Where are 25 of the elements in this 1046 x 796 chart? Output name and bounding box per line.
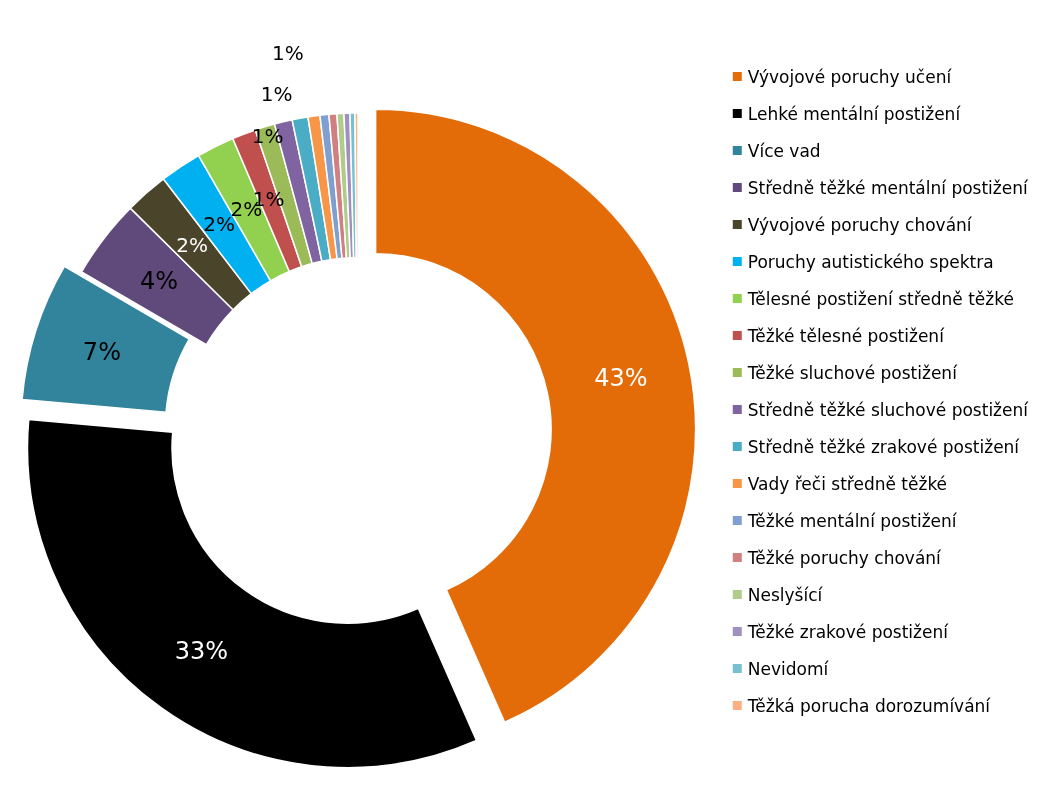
data-label: 1%	[260, 81, 293, 106]
legend-label: Středně těžké sluchové postižení	[747, 399, 1030, 420]
legend-label: Lehké mentální postižení	[747, 103, 962, 124]
legend-label: Poruchy autistického spektra	[747, 251, 994, 272]
legend-label: Nevidomí	[747, 658, 830, 679]
legend-label: Těžká porucha dorozumívání	[746, 695, 992, 716]
legend-label: Středně těžké zrakové postižení	[747, 436, 1021, 457]
legend-label: Vývojové poruchy chování	[747, 214, 973, 235]
legend-label: Těžké sluchové postižení	[746, 362, 959, 383]
legend-label: Těžké tělesné postižení	[746, 325, 946, 346]
data-label: 7%	[82, 337, 121, 366]
data-label: 43%	[594, 363, 648, 392]
legend-label: Více vad	[747, 140, 821, 161]
legend-label: Neslyšící	[747, 584, 824, 605]
legend-label: Těžké zrakové postižení	[746, 621, 950, 642]
data-label: 4%	[139, 266, 178, 295]
legend-label: Vady řeči středně těžké	[747, 473, 948, 494]
legend-label: Tělesné postižení středně těžké	[746, 288, 1014, 309]
legend-label: Těžké poruchy chování	[746, 547, 943, 568]
data-label: 33%	[174, 637, 229, 666]
legend-label: Těžké mentální postižení	[746, 510, 958, 531]
legend-label: Vývojové poruchy učení	[747, 66, 953, 87]
data-label: 1%	[272, 40, 304, 65]
data-label: 2%	[176, 232, 209, 257]
legend-label: Středně těžké mentální postižení	[747, 177, 1029, 198]
